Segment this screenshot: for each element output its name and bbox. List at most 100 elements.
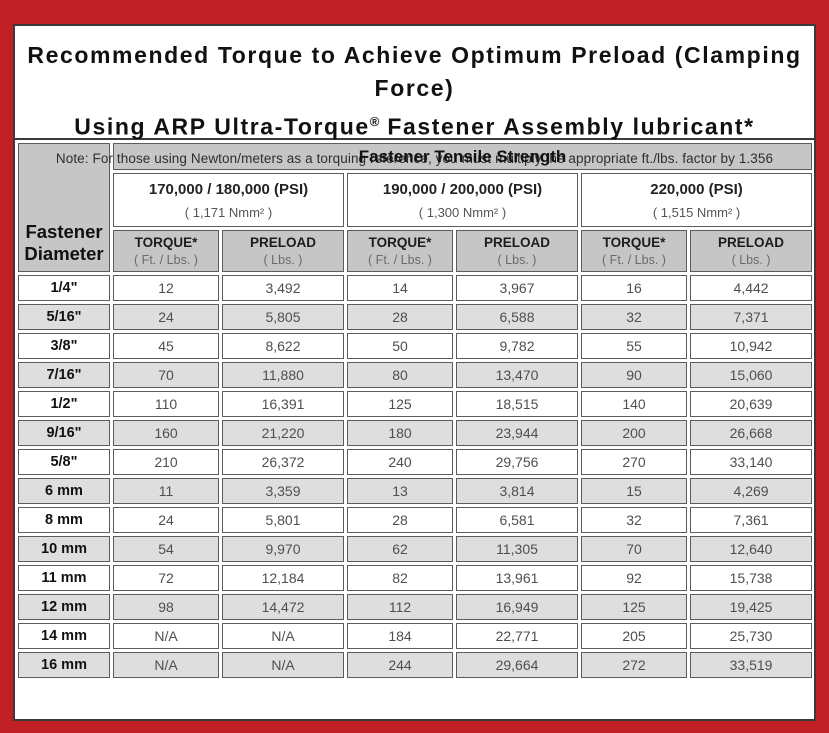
preload-cell: 12,640 [690, 536, 813, 562]
preload-subheader-3: PRELOAD ( Lbs. ) [690, 230, 813, 272]
torque-subheader-2: TORQUE* ( Ft. / Lbs. ) [347, 230, 453, 272]
preload-cell: 15,060 [690, 362, 813, 388]
preload-cell: 4,442 [690, 275, 813, 301]
torque-cell: 24 [113, 304, 219, 330]
torque-cell: 24 [113, 507, 219, 533]
preload-subheader-1: PRELOAD ( Lbs. ) [222, 230, 344, 272]
diameter-cell: 1/2" [18, 391, 110, 417]
table-row: 12 mm 98 14,472 112 16,949 125 19,425 [18, 594, 813, 620]
preload-cell: N/A [222, 652, 344, 678]
preload-label: PRELOAD [483, 235, 550, 250]
torque-cell: 125 [581, 594, 687, 620]
diameter-cell: 3/8" [18, 333, 110, 359]
torque-cell: 28 [347, 304, 453, 330]
tensile-strength-header: Fastener Tensile Strength [113, 143, 813, 170]
psi-group-3: 220,000 (PSI) ( 1,515 Nmm² ) [581, 173, 813, 227]
psi-header-row: 170,000 / 180,000 (PSI) ( 1,171 Nmm² ) 1… [18, 173, 813, 227]
diameter-cell: 10 mm [18, 536, 110, 562]
preload-cell: 5,801 [222, 507, 344, 533]
torque-subheader-3: TORQUE* ( Ft. / Lbs. ) [581, 230, 687, 272]
diameter-cell: 14 mm [18, 623, 110, 649]
preload-unit: ( Lbs. ) [497, 253, 537, 267]
diameter-cell: 16 mm [18, 652, 110, 678]
diameter-cell: 12 mm [18, 594, 110, 620]
torque-cell: 180 [347, 420, 453, 446]
preload-cell: 6,588 [456, 304, 578, 330]
torque-cell: 110 [113, 391, 219, 417]
torque-cell: 184 [347, 623, 453, 649]
torque-cell: 13 [347, 478, 453, 504]
preload-cell: 15,738 [690, 565, 813, 591]
table-body: 1/4" 12 3,492 14 3,967 16 4,442 5/16" 24 5,805 28 6… [18, 275, 813, 678]
torque-cell: N/A [113, 652, 219, 678]
preload-cell: 3,492 [222, 275, 344, 301]
torque-cell: 11 [113, 478, 219, 504]
preload-cell: 13,961 [456, 565, 578, 591]
table-row: 5/8" 210 26,372 240 29,756 270 33,140 [18, 449, 813, 475]
preload-cell: 23,944 [456, 420, 578, 446]
torque-cell: 92 [581, 565, 687, 591]
preload-cell: 12,184 [222, 565, 344, 591]
torque-cell: 244 [347, 652, 453, 678]
torque-cell: 140 [581, 391, 687, 417]
torque-cell: 55 [581, 333, 687, 359]
preload-cell: 11,880 [222, 362, 344, 388]
torque-unit: ( Ft. / Lbs. ) [368, 253, 432, 267]
torque-cell: 200 [581, 420, 687, 446]
torque-table: Fastener Diameter Fastener Tensile Stren… [15, 140, 814, 681]
preload-cell: 9,970 [222, 536, 344, 562]
preload-cell: 11,305 [456, 536, 578, 562]
preload-unit: ( Lbs. ) [263, 253, 303, 267]
preload-cell: 8,622 [222, 333, 344, 359]
nmm-value-2: ( 1,300 Nmm² ) [418, 204, 507, 220]
torque-cell: 70 [113, 362, 219, 388]
title-line2-suffix: Fastener Assembly lubricant* [379, 113, 755, 140]
preload-cell: 13,470 [456, 362, 578, 388]
preload-cell: 3,967 [456, 275, 578, 301]
page-title: Recommended Torque to Achieve Optimum Pr… [15, 39, 814, 144]
torque-label: TORQUE* [602, 235, 666, 250]
preload-cell: 33,140 [690, 449, 813, 475]
psi-group-2: 190,000 / 200,000 (PSI) ( 1,300 Nmm² ) [347, 173, 578, 227]
torque-cell: 32 [581, 304, 687, 330]
torque-cell: 28 [347, 507, 453, 533]
torque-cell: 62 [347, 536, 453, 562]
preload-cell: 10,942 [690, 333, 813, 359]
torque-cell: 125 [347, 391, 453, 417]
title-line1: Recommended Torque to Achieve Optimum Pr… [27, 42, 802, 101]
preload-cell: 3,814 [456, 478, 578, 504]
torque-subheader-1: TORQUE* ( Ft. / Lbs. ) [113, 230, 219, 272]
preload-cell: 29,756 [456, 449, 578, 475]
table-row: 11 mm 72 12,184 82 13,961 92 15,738 [18, 565, 813, 591]
preload-cell: 25,730 [690, 623, 813, 649]
preload-cell: 3,359 [222, 478, 344, 504]
table-row: 10 mm 54 9,970 62 11,305 70 12,640 [18, 536, 813, 562]
preload-cell: 14,472 [222, 594, 344, 620]
torque-cell: 82 [347, 565, 453, 591]
torque-cell: 70 [581, 536, 687, 562]
content-panel: Recommended Torque to Achieve Optimum Pr… [13, 24, 816, 721]
preload-cell: 9,782 [456, 333, 578, 359]
torque-cell: 272 [581, 652, 687, 678]
table-row: 1/2" 110 16,391 125 18,515 140 20,639 [18, 391, 813, 417]
preload-cell: 7,371 [690, 304, 813, 330]
preload-cell: 16,391 [222, 391, 344, 417]
torque-cell: 205 [581, 623, 687, 649]
torque-cell: 50 [347, 333, 453, 359]
torque-cell: 12 [113, 275, 219, 301]
table-row: 14 mm N/A N/A 184 22,771 205 25,730 [18, 623, 813, 649]
preload-label: PRELOAD [249, 235, 316, 250]
torque-cell: 90 [581, 362, 687, 388]
table-row: 7/16" 70 11,880 80 13,470 90 15,060 [18, 362, 813, 388]
table-row: 6 mm 11 3,359 13 3,814 15 4,269 [18, 478, 813, 504]
preload-cell: 33,519 [690, 652, 813, 678]
torque-cell: 32 [581, 507, 687, 533]
nmm-value-3: ( 1,515 Nmm² ) [652, 204, 741, 220]
psi-value-1: 170,000 / 180,000 (PSI) [148, 180, 309, 198]
torque-label: TORQUE* [368, 235, 432, 250]
preload-cell: 19,425 [690, 594, 813, 620]
diameter-cell: 8 mm [18, 507, 110, 533]
preload-cell: 5,805 [222, 304, 344, 330]
preload-cell: 21,220 [222, 420, 344, 446]
